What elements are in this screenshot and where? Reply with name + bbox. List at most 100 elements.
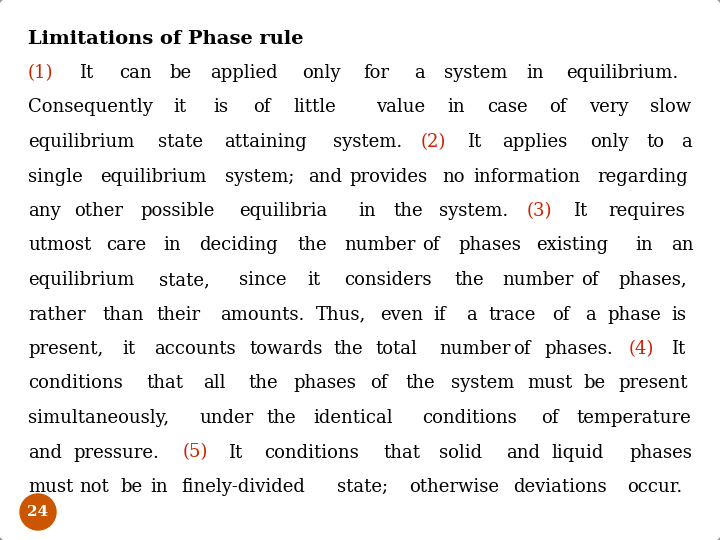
Text: can: can — [119, 64, 151, 82]
Text: it: it — [122, 340, 136, 358]
Text: possible: possible — [140, 202, 215, 220]
Text: provides: provides — [349, 167, 427, 186]
Text: phase: phase — [607, 306, 661, 323]
Text: the: the — [333, 340, 363, 358]
Text: solid: solid — [439, 443, 482, 462]
Text: deviations: deviations — [513, 478, 606, 496]
Text: the: the — [267, 409, 297, 427]
Text: be: be — [170, 64, 192, 82]
Text: Consequently: Consequently — [28, 98, 153, 117]
Text: liquid: liquid — [552, 443, 604, 462]
Text: phases: phases — [629, 443, 692, 462]
Text: under: under — [199, 409, 254, 427]
Text: It: It — [78, 64, 93, 82]
Text: it: it — [307, 271, 320, 289]
Text: finely-divided: finely-divided — [181, 478, 305, 496]
Text: (5): (5) — [183, 443, 208, 462]
Text: very: very — [589, 98, 629, 117]
Text: if: if — [433, 306, 446, 323]
Text: rather: rather — [28, 306, 86, 323]
Text: only: only — [302, 64, 341, 82]
Text: a: a — [466, 306, 477, 323]
Text: present: present — [618, 375, 688, 393]
Text: state;: state; — [337, 478, 388, 496]
Text: (4): (4) — [629, 340, 654, 358]
Text: equilibrium: equilibrium — [28, 133, 135, 151]
Text: pressure.: pressure. — [74, 443, 160, 462]
Text: for: for — [364, 64, 390, 82]
Text: slow: slow — [650, 98, 691, 117]
Text: a: a — [682, 133, 692, 151]
Text: of: of — [253, 98, 271, 117]
Text: conditions: conditions — [28, 375, 122, 393]
Text: number: number — [503, 271, 574, 289]
Text: attaining: attaining — [225, 133, 307, 151]
Text: be: be — [120, 478, 143, 496]
Text: value: value — [376, 98, 425, 117]
Text: the: the — [455, 271, 485, 289]
Text: considers: considers — [344, 271, 432, 289]
Text: the: the — [405, 375, 435, 393]
Text: an: an — [671, 237, 693, 254]
Text: system: system — [444, 64, 508, 82]
Text: applied: applied — [210, 64, 277, 82]
Text: of: of — [541, 409, 559, 427]
Text: and: and — [506, 443, 540, 462]
Text: otherwise: otherwise — [409, 478, 499, 496]
Text: even: even — [379, 306, 423, 323]
Text: Limitations of Phase rule: Limitations of Phase rule — [28, 30, 304, 48]
Text: conditions: conditions — [422, 409, 516, 427]
Text: phases: phases — [458, 237, 521, 254]
Text: single: single — [28, 167, 83, 186]
Text: case: case — [487, 98, 528, 117]
Text: equilibria: equilibria — [239, 202, 327, 220]
Text: of: of — [371, 375, 388, 393]
Text: in: in — [358, 202, 376, 220]
Text: simultaneously,: simultaneously, — [28, 409, 169, 427]
Text: in: in — [447, 98, 465, 117]
Text: than: than — [102, 306, 144, 323]
Text: equilibrium: equilibrium — [100, 167, 207, 186]
Text: occur.: occur. — [627, 478, 683, 496]
Text: system.: system. — [439, 202, 508, 220]
Text: their: their — [156, 306, 200, 323]
Text: equilibrium: equilibrium — [28, 271, 135, 289]
Text: of: of — [422, 237, 440, 254]
Text: is: is — [671, 306, 686, 323]
Text: in: in — [163, 237, 181, 254]
Text: (2): (2) — [421, 133, 446, 151]
Text: a: a — [585, 306, 595, 323]
Text: in: in — [526, 64, 544, 82]
Text: regarding: regarding — [598, 167, 688, 186]
Text: applies: applies — [502, 133, 567, 151]
Text: to: to — [646, 133, 664, 151]
Text: in: in — [635, 237, 652, 254]
Text: and: and — [308, 167, 342, 186]
Text: accounts: accounts — [155, 340, 236, 358]
Text: and: and — [28, 443, 62, 462]
Text: is: is — [213, 98, 228, 117]
Text: present,: present, — [28, 340, 103, 358]
Text: phases.: phases. — [544, 340, 613, 358]
Text: of: of — [582, 271, 599, 289]
Text: It: It — [671, 340, 685, 358]
Text: of: of — [549, 98, 566, 117]
Text: requires: requires — [608, 202, 685, 220]
Text: only: only — [590, 133, 629, 151]
Text: must: must — [28, 478, 73, 496]
Text: temperature: temperature — [577, 409, 691, 427]
Text: utmost: utmost — [28, 237, 91, 254]
Text: It: It — [228, 443, 243, 462]
Text: amounts.: amounts. — [220, 306, 305, 323]
Text: Thus,: Thus, — [315, 306, 366, 323]
Text: 24: 24 — [27, 505, 48, 519]
Text: deciding: deciding — [199, 237, 278, 254]
Text: not: not — [79, 478, 109, 496]
Text: of: of — [513, 340, 530, 358]
Text: a: a — [414, 64, 425, 82]
Text: no: no — [443, 167, 465, 186]
Text: number: number — [439, 340, 510, 358]
Text: must: must — [528, 375, 573, 393]
Text: the: the — [393, 202, 423, 220]
Text: It: It — [573, 202, 587, 220]
